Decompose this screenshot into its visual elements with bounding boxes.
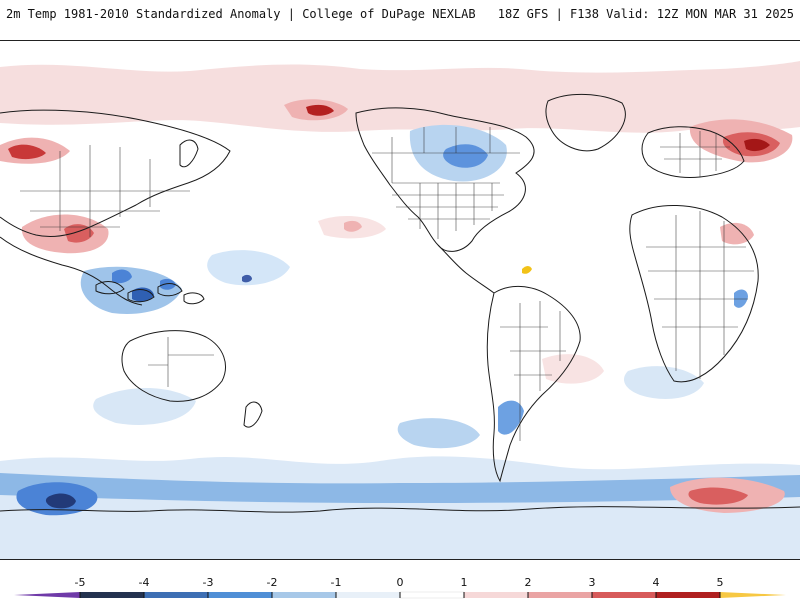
indonesia-islands-coastline bbox=[95, 281, 205, 305]
colorbar-swatch-p3-4 bbox=[592, 592, 656, 598]
asia-borders bbox=[20, 145, 190, 237]
political-boundaries-layer bbox=[20, 127, 754, 441]
usa-state-lines bbox=[392, 182, 504, 239]
colorbar-label-5: 5 bbox=[717, 576, 724, 589]
africa-borders bbox=[646, 211, 754, 379]
colorbar-swatch-p0-1 bbox=[399, 591, 465, 599]
africa-coastline bbox=[629, 205, 759, 383]
antarctica-coastline bbox=[0, 506, 800, 513]
colorbar-tick-labels: -5 -4 -3 -2 -1 0 1 2 3 4 5 bbox=[75, 576, 724, 589]
maritime-cold-core-3 bbox=[160, 278, 176, 290]
map-title: 2m Temp 1981-2010 Standardized Anomaly |… bbox=[6, 7, 476, 21]
temperature-anomaly-map bbox=[0, 41, 800, 559]
middle-east-warm bbox=[720, 222, 754, 245]
alaska-warm-core bbox=[306, 104, 334, 116]
anomaly-fill-layer bbox=[0, 61, 800, 559]
pacific-cold-spot bbox=[242, 274, 252, 283]
colorbar-swatch-m3-m2 bbox=[208, 592, 272, 598]
north-pacific-warm-core bbox=[344, 220, 362, 232]
colorbar-swatch-p1-2 bbox=[464, 592, 528, 598]
colorbar-swatch-lt-m5 bbox=[14, 592, 80, 598]
europe-borders bbox=[660, 131, 730, 177]
colorbar-swatch-p2-3 bbox=[528, 592, 592, 598]
africa-cold-spot bbox=[734, 289, 748, 308]
colorbar-label-4: 4 bbox=[653, 576, 660, 589]
coastline-layer bbox=[0, 93, 800, 513]
pacific-cold-patch bbox=[207, 250, 290, 286]
south-atlantic-warm bbox=[542, 354, 604, 384]
australia-coastline bbox=[121, 330, 226, 402]
colorbar-label-m1: -1 bbox=[331, 576, 342, 589]
antarctic-cold-core-west-extreme bbox=[45, 493, 76, 509]
colorbar-label-0: 0 bbox=[397, 576, 404, 589]
russia-warm-extreme bbox=[744, 138, 770, 152]
south-america-cold-core bbox=[498, 400, 524, 435]
new-zealand-coastline bbox=[243, 401, 263, 428]
maritime-cold-core-1 bbox=[112, 269, 132, 284]
caribbean-hot-spot bbox=[522, 266, 532, 274]
model-run-info: 18Z GFS | F138 Valid: 12Z MON MAR 31 202… bbox=[497, 7, 794, 21]
south-pacific-cold bbox=[93, 387, 196, 425]
colorbar-swatches bbox=[14, 591, 786, 599]
canada-province-lines bbox=[372, 127, 520, 183]
south-america-coastline bbox=[486, 286, 581, 483]
colorbar-label-1: 1 bbox=[461, 576, 468, 589]
anomaly-colorbar: -5 -4 -3 -2 -1 0 1 2 3 4 5 bbox=[14, 576, 786, 599]
map-header: 2m Temp 1981-2010 Standardized Anomaly |… bbox=[0, 0, 800, 28]
south-america-borders bbox=[500, 301, 566, 441]
colorbar-label-m4: -4 bbox=[139, 576, 150, 589]
eurasia-east-coastline bbox=[0, 109, 231, 238]
colorbar-swatch-m1-0 bbox=[336, 592, 400, 598]
japan-coastline bbox=[179, 139, 199, 168]
maritime-cold bbox=[80, 266, 182, 314]
arctic-warm-anomaly bbox=[0, 61, 800, 133]
colorbar-label-m2: -2 bbox=[267, 576, 278, 589]
southern-ocean-blue-stripe bbox=[0, 473, 800, 503]
greenland-coastline bbox=[545, 93, 626, 152]
colorbar-label-3: 3 bbox=[589, 576, 596, 589]
colorbar-swatch-m4-m3 bbox=[144, 592, 208, 598]
map-viewport bbox=[0, 40, 800, 560]
siberia-warm-core bbox=[8, 144, 46, 160]
southeast-asia-warm bbox=[21, 214, 109, 254]
north-america-coastline bbox=[355, 107, 535, 252]
colorbar-swatch-gt5 bbox=[720, 592, 786, 598]
colorbar-label-m5: -5 bbox=[75, 576, 86, 589]
south-pacific-blue-band bbox=[397, 418, 480, 449]
south-indian-cold bbox=[624, 366, 704, 399]
colorbar-ticks bbox=[79, 592, 721, 598]
colorbar-label-m3: -3 bbox=[203, 576, 214, 589]
colorbar-swatch-m2-m1 bbox=[272, 592, 336, 598]
antarctic-warm-core-east bbox=[688, 487, 748, 505]
europe-coastline bbox=[641, 126, 745, 178]
colorbar-label-2: 2 bbox=[525, 576, 532, 589]
australia-borders bbox=[148, 337, 214, 387]
colorbar-swatch-p4-5 bbox=[656, 592, 720, 598]
central-america-coastline bbox=[437, 244, 495, 294]
colorbar-swatch-m5-m4 bbox=[80, 592, 144, 598]
asia-south-coastline bbox=[0, 236, 143, 306]
hudson-cold-core bbox=[443, 144, 488, 168]
